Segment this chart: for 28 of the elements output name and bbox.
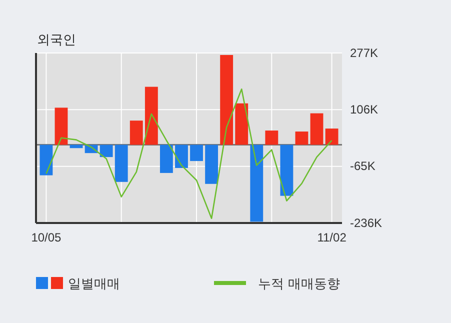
bar: [220, 54, 234, 145]
bar: [265, 130, 278, 145]
bar: [40, 144, 53, 176]
y-tick-label: 106K: [350, 102, 378, 117]
bar: [280, 144, 294, 196]
bar: [160, 144, 173, 173]
x-tick-label: 10/05: [31, 230, 62, 245]
bar: [175, 144, 188, 168]
y-tick-label: 277K: [350, 46, 378, 60]
bar: [205, 144, 218, 184]
bar: [190, 144, 203, 162]
legend-label: 일별매매: [68, 277, 120, 292]
x-tick-label: 11/02: [317, 230, 347, 245]
legend-label: 누적 매매동향: [258, 277, 340, 292]
bar: [295, 132, 308, 145]
bar: [130, 120, 143, 145]
bar: [235, 103, 248, 145]
y-tick-label: -65K: [350, 159, 376, 174]
bar: [114, 144, 128, 182]
bar: [100, 144, 113, 158]
y-tick-label: -236K: [350, 216, 382, 230]
line-series: [46, 88, 332, 220]
bar: [310, 113, 324, 145]
bar: [325, 128, 338, 145]
chart-title: 외국인: [37, 33, 76, 48]
bar: [250, 144, 264, 222]
bar: [54, 108, 68, 145]
bar: [144, 86, 158, 145]
